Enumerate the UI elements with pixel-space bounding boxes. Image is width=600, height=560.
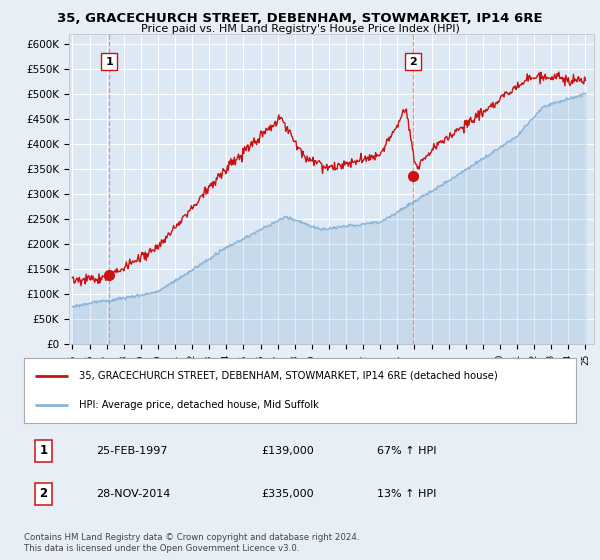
Text: £139,000: £139,000 [262,446,314,456]
Text: 28-NOV-2014: 28-NOV-2014 [96,489,170,499]
Text: £335,000: £335,000 [262,489,314,499]
Text: 1: 1 [39,444,47,458]
Text: 2: 2 [39,487,47,501]
Text: 13% ↑ HPI: 13% ↑ HPI [377,489,437,499]
Text: 67% ↑ HPI: 67% ↑ HPI [377,446,437,456]
Text: Contains HM Land Registry data © Crown copyright and database right 2024.
This d: Contains HM Land Registry data © Crown c… [24,533,359,553]
Text: 2: 2 [409,57,417,67]
Text: 35, GRACECHURCH STREET, DEBENHAM, STOWMARKET, IP14 6RE: 35, GRACECHURCH STREET, DEBENHAM, STOWMA… [57,12,543,25]
Text: Price paid vs. HM Land Registry's House Price Index (HPI): Price paid vs. HM Land Registry's House … [140,24,460,34]
Text: 25-FEB-1997: 25-FEB-1997 [96,446,167,456]
Text: HPI: Average price, detached house, Mid Suffolk: HPI: Average price, detached house, Mid … [79,400,319,410]
Text: 1: 1 [106,57,113,67]
Text: 35, GRACECHURCH STREET, DEBENHAM, STOWMARKET, IP14 6RE (detached house): 35, GRACECHURCH STREET, DEBENHAM, STOWMA… [79,371,498,381]
